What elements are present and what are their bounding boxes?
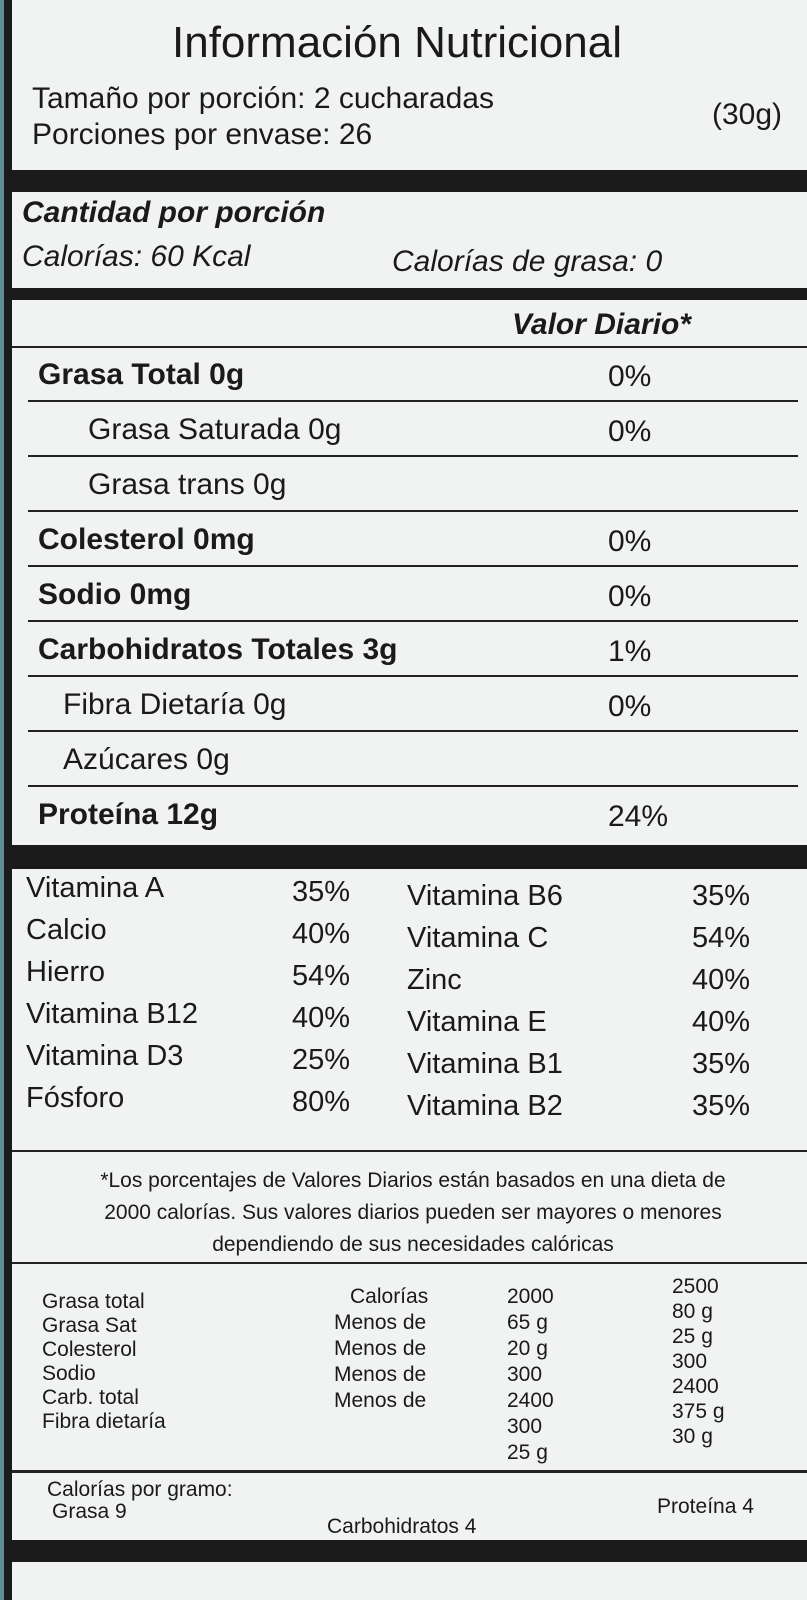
nutrient-daily-value: 0%	[608, 360, 652, 393]
nutrient-name: Proteína 12g	[38, 798, 219, 831]
reference-2500: 80 g	[672, 1300, 713, 1323]
amount-per-serving: Cantidad por porción	[22, 196, 326, 229]
vitamin-name: Vitamina B6	[407, 880, 563, 912]
protein-calories-per-gram: Proteína 4	[657, 1495, 754, 1518]
vitamin-name: Hierro	[26, 956, 105, 988]
vitamin-daily-value: 54%	[692, 922, 751, 954]
daily-value-header: Valor Diario*	[512, 308, 691, 341]
reference-qualifier: Menos de	[334, 1311, 427, 1334]
nutrient-row: Grasa trans 0g	[28, 458, 798, 512]
reference-nutrient: Grasa Sat	[42, 1314, 137, 1337]
reference-2000: 65 g	[507, 1311, 548, 1334]
reference-2000: 2400	[507, 1389, 554, 1412]
divider-thick	[12, 170, 807, 192]
reference-2500: 300	[672, 1350, 708, 1373]
servings-per-container: Porciones por envase: 26	[32, 118, 373, 151]
calories-per-gram-label: Calorías por gramo:	[47, 1478, 233, 1501]
vitamin-name: Vitamina B12	[26, 998, 198, 1030]
vitamin-name: Vitamina C	[407, 922, 549, 954]
nutrient-daily-value: 1%	[608, 635, 652, 668]
divider	[12, 1150, 807, 1152]
vitamin-name: Vitamina B2	[407, 1090, 563, 1122]
nutrient-daily-value: 24%	[608, 800, 669, 833]
reference-2000: 300	[507, 1363, 543, 1386]
nutrient-row: Azúcares 0g	[28, 733, 798, 787]
nutrient-name: Carbohidratos Totales 3g	[38, 633, 398, 666]
nutrient-name: Grasa Saturada 0g	[88, 413, 342, 446]
reference-nutrient: Colesterol	[42, 1338, 137, 1361]
reference-nutrient: Fibra dietaría	[42, 1410, 166, 1433]
footnote-line: dependiendo de sus necesidades calóricas	[212, 1233, 614, 1256]
nutrient-daily-value: 0%	[608, 690, 652, 723]
vitamin-daily-value: 35%	[692, 880, 751, 912]
nutrition-label: Información Nutricional Tamaño por porci…	[4, 0, 807, 1600]
reference-nutrient: Sodio	[42, 1362, 96, 1385]
nutrient-row: Grasa Total 0g 0%	[28, 348, 798, 402]
nutrient-name: Grasa trans 0g	[88, 468, 287, 501]
nutrient-row: Sodio 0mg 0%	[28, 568, 798, 622]
serving-size: Tamaño por porción: 2 cucharadas	[32, 82, 494, 115]
vitamin-name: Zinc	[407, 964, 462, 996]
divider-medium	[12, 288, 807, 300]
divider	[12, 346, 807, 348]
reference-2500: 25 g	[672, 1325, 713, 1348]
vitamin-name: Vitamina B1	[407, 1048, 563, 1080]
footnote-line: *Los porcentajes de Valores Diarios está…	[100, 1169, 726, 1192]
vitamin-daily-value: 54%	[292, 960, 351, 992]
nutrient-row: Proteína 12g 24%	[28, 788, 798, 842]
divider	[12, 1470, 807, 1473]
reference-qualifier: Menos de	[334, 1337, 427, 1360]
vitamin-daily-value: 35%	[692, 1048, 751, 1080]
vitamin-name: Vitamina A	[26, 872, 165, 904]
vitamin-name: Fósforo	[26, 1082, 125, 1114]
nutrient-name: Grasa Total 0g	[38, 358, 245, 391]
vitamin-daily-value: 80%	[292, 1086, 351, 1118]
reference-qualifier: Menos de	[334, 1363, 427, 1386]
nutrient-name: Sodio 0mg	[38, 578, 192, 611]
reference-qualifier: Calorías	[350, 1285, 429, 1308]
calories-from-fat: Calorías de grasa: 0	[392, 245, 663, 278]
reference-2500: 2500	[672, 1275, 719, 1298]
vitamin-name: Vitamina D3	[26, 1040, 184, 1072]
reference-2000: 300	[507, 1415, 543, 1438]
vitamin-name: Vitamina E	[407, 1006, 547, 1038]
reference-qualifier: Menos de	[334, 1389, 427, 1412]
divider	[12, 1262, 807, 1264]
vitamin-daily-value: 35%	[692, 1090, 751, 1122]
nutrient-name: Azúcares 0g	[63, 743, 230, 776]
serving-grams: (30g)	[712, 98, 783, 131]
nutrient-row: Grasa Saturada 0g 0%	[28, 403, 798, 457]
nutrient-row: Carbohidratos Totales 3g 1%	[28, 623, 798, 677]
label-title: Información Nutricional	[172, 18, 622, 67]
nutrient-daily-value: 0%	[608, 580, 652, 613]
nutrient-daily-value: 0%	[608, 525, 652, 558]
reference-2500: 2400	[672, 1375, 719, 1398]
nutrient-name: Fibra Dietaría 0g	[63, 688, 287, 721]
vitamin-daily-value: 40%	[292, 1002, 351, 1034]
reference-2500: 30 g	[672, 1425, 713, 1448]
vitamin-daily-value: 25%	[292, 1044, 351, 1076]
footnote-line: 2000 calorías. Sus valores diarios puede…	[104, 1201, 722, 1224]
calories: Calorías: 60 Kcal	[22, 240, 251, 273]
nutrient-row: Colesterol 0mg 0%	[28, 513, 798, 567]
divider-thick	[12, 845, 807, 869]
vitamin-daily-value: 40%	[692, 964, 751, 996]
vitamin-daily-value: 40%	[292, 918, 351, 950]
vitamin-name: Calcio	[26, 914, 107, 946]
reference-2000: 25 g	[507, 1441, 548, 1464]
reference-2000: 20 g	[507, 1337, 548, 1360]
nutrient-row: Fibra Dietaría 0g 0%	[28, 678, 798, 732]
nutrient-daily-value: 0%	[608, 415, 652, 448]
reference-2000: 2000	[507, 1285, 554, 1308]
reference-nutrient: Carb. total	[42, 1386, 139, 1409]
vitamin-daily-value: 40%	[692, 1006, 751, 1038]
vitamin-daily-value: 35%	[292, 876, 351, 908]
reference-2500: 375 g	[672, 1400, 725, 1423]
divider-thick	[12, 1540, 807, 1562]
fat-calories-per-gram: Grasa 9	[52, 1500, 127, 1523]
carb-calories-per-gram: Carbohidratos 4	[327, 1515, 477, 1538]
nutrient-name: Colesterol 0mg	[38, 523, 255, 556]
reference-nutrient: Grasa total	[42, 1290, 145, 1313]
